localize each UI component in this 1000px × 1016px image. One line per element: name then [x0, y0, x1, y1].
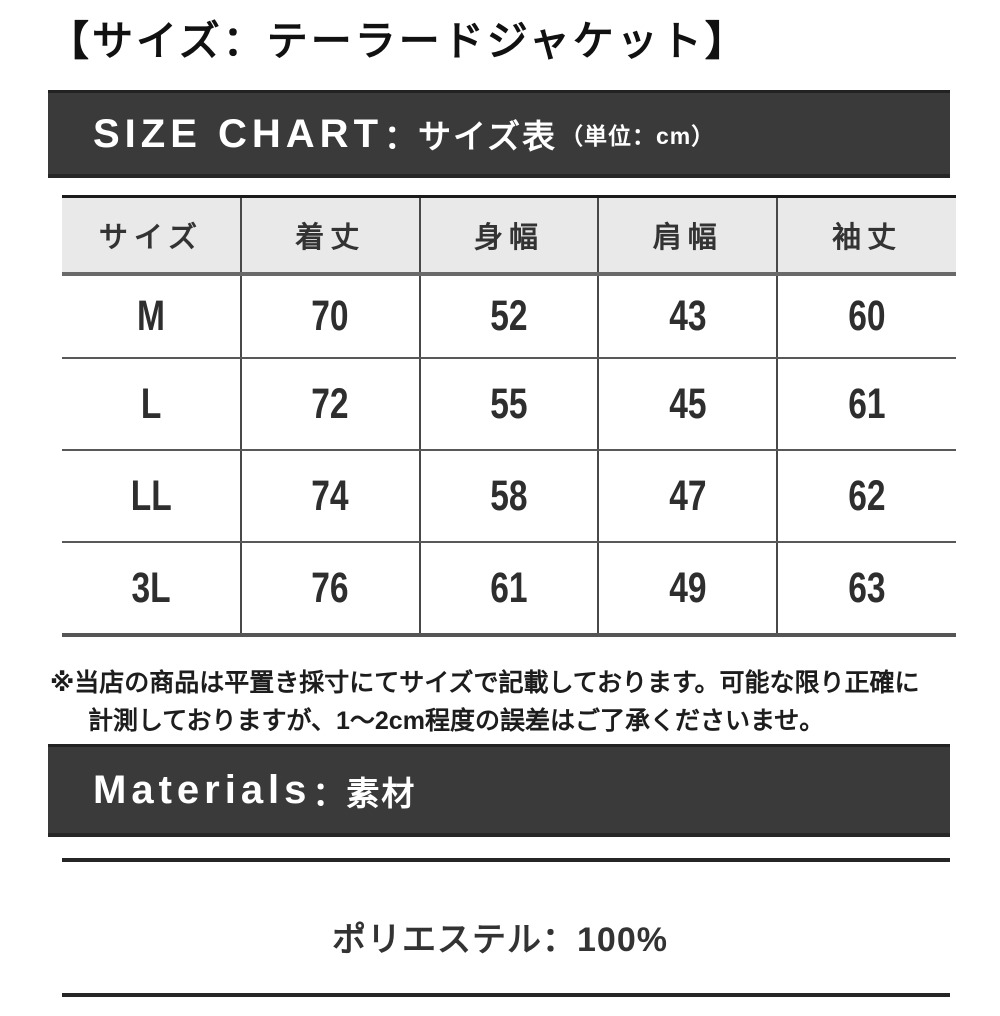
- size-table-body: M 70 52 43 60 L 72 55 45 61 LL 74 58 47 …: [62, 274, 956, 636]
- cell-value: 74: [239, 450, 420, 544]
- cell-value: 52: [418, 274, 599, 360]
- cell-value: 43: [597, 274, 778, 360]
- size-table-header: サイズ 着丈 身幅 肩幅 袖丈: [62, 196, 956, 277]
- table-row-m: M 70 52 43 60: [62, 274, 956, 360]
- materials-banner-jp: 素材: [346, 774, 417, 812]
- size-label: M: [62, 274, 241, 360]
- materials-divider-bottom: [62, 993, 950, 998]
- materials-banner-en: Materials: [93, 768, 312, 813]
- cell-value: 58: [418, 450, 599, 544]
- table-row-l: L 72 55 45 61: [62, 358, 956, 452]
- materials-banner-separator: ：: [312, 774, 346, 812]
- size-chart-banner: SIZE CHART ： サイズ表 （単位：cm）: [48, 90, 950, 179]
- cell-value: 62: [776, 450, 956, 544]
- cell-value: 47: [597, 450, 778, 544]
- materials-banner: Materials ： 素材: [48, 744, 950, 838]
- measurement-note-line1: ※当店の商品は平置き採寸にてサイズで記載しております。可能な限り正確に: [50, 669, 920, 698]
- size-table: サイズ 着丈 身幅 肩幅 袖丈 M 70 52 43 60 L 72 55 45…: [62, 195, 956, 638]
- cell-value: 61: [418, 542, 599, 636]
- cell-value: 76: [239, 542, 420, 636]
- table-row-3l: 3L 76 61 49 63: [62, 542, 956, 636]
- column-header-size: サイズ: [62, 196, 241, 277]
- size-label: L: [62, 358, 241, 452]
- size-label: 3L: [131, 563, 171, 612]
- size-chart-banner-jp: サイズ表: [418, 118, 558, 156]
- size-table-header-row: サイズ 着丈 身幅 肩幅 袖丈: [62, 196, 956, 277]
- measurement-note: ※当店の商品は平置き採寸にてサイズで記載しております。可能な限り正確に計測してお…: [50, 664, 965, 740]
- column-header-shoulder-width: 肩幅: [597, 196, 778, 277]
- measurement-note-line2: 計測しておりますが、1〜2cm程度の誤差はご了承くださいませ。: [88, 707, 825, 736]
- materials-divider-top: [62, 858, 950, 863]
- size-chart-banner-separator: ：: [384, 118, 417, 156]
- cell-value: 55: [418, 358, 599, 452]
- size-chart-banner-unit: （単位：cm）: [560, 123, 716, 150]
- page-title: 【サイズ：テーラードジャケット】: [48, 18, 749, 64]
- size-chart-page: 【サイズ：テーラードジャケット】 SIZE CHART ： サイズ表 （単位：c…: [0, 16, 1000, 998]
- cell-value: 70: [239, 274, 420, 360]
- cell-value: 63: [776, 542, 956, 636]
- column-header-sleeve-length: 袖丈: [776, 196, 956, 277]
- cell-value: 61: [776, 358, 956, 452]
- size-chart-banner-en: SIZE CHART: [93, 111, 383, 156]
- cell-value: 72: [239, 358, 420, 452]
- cell-value: 49: [597, 542, 778, 636]
- material-composition: ポリエステル：100%: [332, 921, 668, 960]
- table-row-ll: LL 74 58 47 62: [62, 450, 956, 544]
- cell-value: 60: [776, 274, 956, 360]
- size-label: LL: [62, 450, 241, 544]
- cell-value: 45: [597, 358, 778, 452]
- column-header-body-length: 着丈: [239, 196, 420, 277]
- column-header-body-width: 身幅: [418, 196, 599, 277]
